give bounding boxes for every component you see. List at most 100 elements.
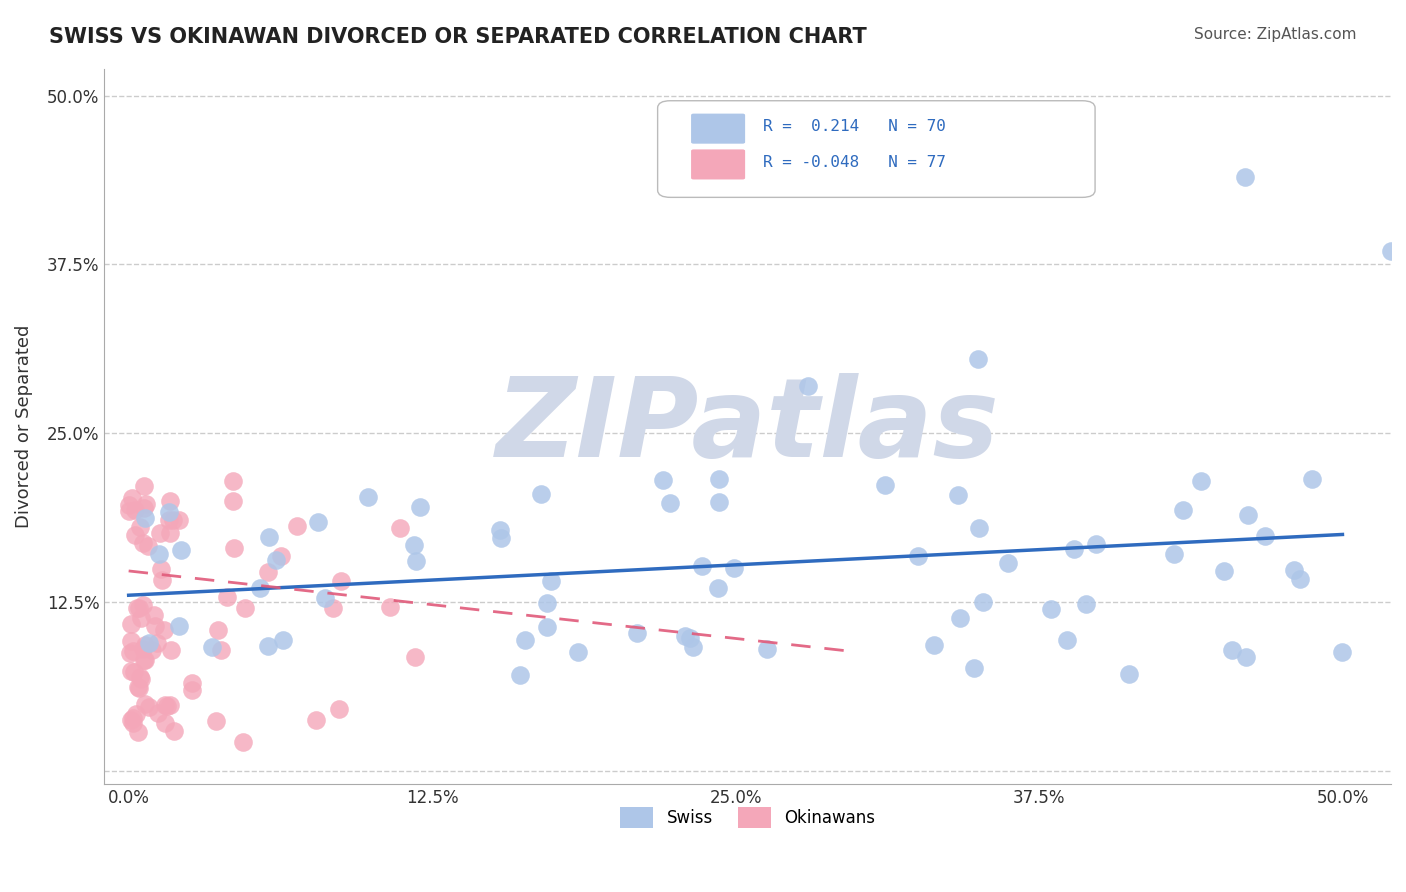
Point xyxy=(224,541,246,556)
Point xyxy=(1212,565,1234,579)
Point xyxy=(138,699,160,714)
Point xyxy=(1379,244,1402,258)
Point xyxy=(946,488,969,502)
FancyBboxPatch shape xyxy=(692,149,745,179)
Point xyxy=(207,624,229,638)
Point xyxy=(1237,508,1260,522)
Legend: Swiss, Okinawans: Swiss, Okinawans xyxy=(613,801,882,834)
Text: ZIPatlas: ZIPatlas xyxy=(496,373,1000,480)
Point xyxy=(160,643,183,657)
Point xyxy=(285,518,308,533)
Point xyxy=(723,561,745,575)
Point xyxy=(1301,472,1323,486)
Point xyxy=(389,521,412,535)
Point xyxy=(1282,563,1305,577)
Point xyxy=(756,642,779,657)
Point xyxy=(120,665,142,679)
Point xyxy=(121,491,143,505)
Point xyxy=(118,504,141,518)
Point xyxy=(949,611,972,625)
Point xyxy=(1118,667,1140,681)
Point xyxy=(257,530,280,544)
Point xyxy=(307,516,329,530)
Point xyxy=(690,559,713,574)
Point xyxy=(132,598,155,612)
Point xyxy=(134,638,156,652)
Point xyxy=(536,596,558,610)
Point xyxy=(132,653,155,667)
Point xyxy=(128,681,150,695)
Point xyxy=(150,573,173,587)
Point xyxy=(170,542,193,557)
Point xyxy=(540,574,562,589)
Point xyxy=(232,735,254,749)
Point xyxy=(873,478,896,492)
Point xyxy=(402,539,425,553)
Text: R =  0.214   N = 70: R = 0.214 N = 70 xyxy=(763,119,946,134)
Point xyxy=(222,493,245,508)
Point xyxy=(181,683,204,698)
Point xyxy=(124,503,146,517)
Point xyxy=(122,716,145,731)
Point xyxy=(963,660,986,674)
Point xyxy=(1074,597,1097,611)
Point xyxy=(132,536,155,550)
Point xyxy=(233,600,256,615)
Point xyxy=(322,601,344,615)
Y-axis label: Divorced or Separated: Divorced or Separated xyxy=(15,325,32,528)
Point xyxy=(148,547,170,561)
Point xyxy=(404,650,426,665)
Point xyxy=(1254,529,1277,543)
Point xyxy=(162,513,184,527)
Point xyxy=(257,566,280,580)
Point xyxy=(967,521,990,535)
Point xyxy=(129,519,152,533)
Point xyxy=(675,629,697,643)
Point xyxy=(120,617,142,632)
Point xyxy=(124,527,146,541)
Point xyxy=(797,379,820,393)
Point xyxy=(120,714,142,728)
Point xyxy=(509,667,531,681)
FancyBboxPatch shape xyxy=(658,101,1095,197)
Point xyxy=(134,510,156,524)
Point xyxy=(169,619,191,633)
Point xyxy=(146,706,169,721)
Point xyxy=(515,632,537,647)
Point xyxy=(1220,643,1243,657)
Point xyxy=(1085,537,1108,551)
Point xyxy=(329,574,352,588)
Point xyxy=(682,640,704,654)
Point xyxy=(328,702,350,716)
Point xyxy=(159,525,181,540)
Point xyxy=(129,672,152,686)
Point xyxy=(127,725,149,739)
Point xyxy=(489,523,512,537)
Text: SWISS VS OKINAWAN DIVORCED OR SEPARATED CORRELATION CHART: SWISS VS OKINAWAN DIVORCED OR SEPARATED … xyxy=(49,27,868,46)
Point xyxy=(1289,572,1312,586)
Point xyxy=(125,706,148,721)
Point xyxy=(156,699,179,714)
Point xyxy=(1189,474,1212,488)
Point xyxy=(1234,649,1257,664)
Point xyxy=(120,634,142,648)
Point xyxy=(222,474,245,488)
Point xyxy=(530,487,553,501)
Point xyxy=(1063,542,1085,557)
Point xyxy=(922,638,945,652)
Point xyxy=(679,632,702,646)
Point xyxy=(157,506,180,520)
Point xyxy=(118,498,141,512)
Point xyxy=(118,646,141,660)
Point xyxy=(1056,633,1078,648)
Point xyxy=(138,636,160,650)
Point xyxy=(153,698,176,713)
Point xyxy=(489,532,512,546)
Point xyxy=(357,490,380,504)
Point xyxy=(149,525,172,540)
Point xyxy=(658,495,681,509)
Point xyxy=(134,653,156,667)
Point xyxy=(121,643,143,657)
Point xyxy=(409,500,432,515)
Point xyxy=(249,581,271,595)
